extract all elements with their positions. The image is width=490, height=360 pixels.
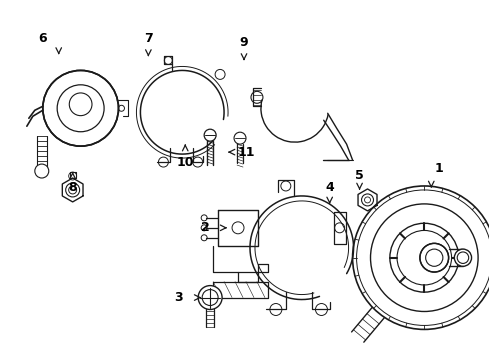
Circle shape	[43, 71, 119, 146]
Text: 9: 9	[240, 36, 248, 49]
Text: 10: 10	[176, 156, 194, 168]
Circle shape	[420, 243, 449, 272]
Text: 5: 5	[355, 168, 364, 181]
Text: 7: 7	[144, 32, 153, 45]
Text: 6: 6	[39, 32, 47, 45]
Text: 2: 2	[201, 221, 210, 234]
Circle shape	[35, 164, 49, 178]
Text: 4: 4	[325, 181, 334, 194]
Circle shape	[454, 249, 471, 266]
Circle shape	[198, 285, 222, 310]
Circle shape	[234, 132, 246, 144]
Circle shape	[204, 129, 216, 141]
Circle shape	[215, 69, 225, 80]
Text: 11: 11	[237, 145, 255, 159]
Text: 8: 8	[68, 181, 77, 194]
Text: 1: 1	[435, 162, 443, 175]
Text: 3: 3	[174, 291, 183, 304]
